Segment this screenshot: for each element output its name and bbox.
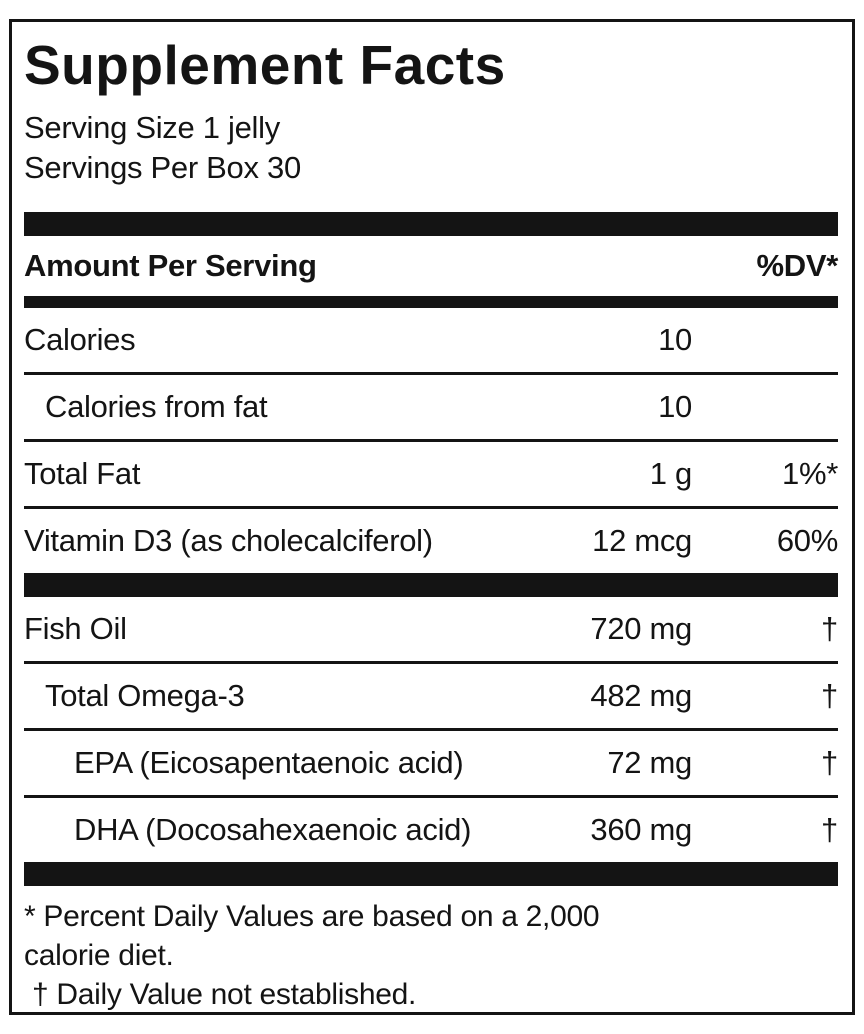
- row-divider: [24, 661, 838, 664]
- footnote-dv-line-2: calorie diet.: [24, 939, 174, 972]
- row-divider: [24, 506, 838, 509]
- nutrient-name: Calories: [24, 322, 136, 357]
- nutrient-name: DHA (Docosahexaenoic acid): [74, 812, 472, 847]
- footnote-dagger: † Daily Value not established.: [32, 978, 417, 1011]
- nutrient-row: Fish Oil 720 mg †: [24, 597, 838, 661]
- nutrient-row: DHA (Docosahexaenoic acid) 360 mg †: [24, 798, 838, 862]
- footnotes: * Percent Daily Values are based on a 2,…: [24, 886, 838, 1012]
- row-divider: [24, 372, 838, 375]
- nutrient-row: Calories 10: [24, 308, 838, 372]
- nutrient-name: Vitamin D3 (as cholecalciferol): [24, 523, 433, 558]
- nutrient-section-main: Calories 10 Calories from fat 10 Total F…: [24, 308, 838, 573]
- separator-bar-medium: [24, 296, 838, 308]
- nutrient-row: Total Fat 1 g 1%*: [24, 442, 838, 506]
- servings-per-box-line: Servings Per Box 30: [24, 150, 301, 185]
- serving-info: Serving Size 1 jelly Servings Per Box 30: [24, 108, 838, 188]
- nutrient-name: Total Omega-3: [45, 678, 245, 713]
- nutrient-section-blend: Fish Oil 720 mg † Total Omega-3 482 mg †…: [24, 597, 838, 862]
- nutrient-name: Total Fat: [24, 456, 141, 491]
- row-divider: [24, 439, 838, 442]
- panel-title: Supplement Facts: [24, 34, 506, 96]
- nutrient-row: EPA (Eicosapentaenoic acid) 72 mg †: [24, 731, 838, 795]
- nutrient-name: Calories from fat: [45, 389, 268, 424]
- nutrient-amount: 482 mg: [590, 678, 692, 713]
- nutrient-name: EPA (Eicosapentaenoic acid): [74, 745, 464, 780]
- nutrient-dv: †: [821, 611, 838, 646]
- nutrient-row: Vitamin D3 (as cholecalciferol) 12 mcg 6…: [24, 509, 838, 573]
- nutrient-amount: 10: [658, 322, 692, 357]
- nutrient-dv: †: [821, 812, 838, 847]
- nutrient-amount: 1 g: [649, 456, 693, 491]
- nutrient-dv: 1%*: [782, 456, 838, 491]
- column-header-row: Amount Per Serving %DV*: [24, 236, 838, 296]
- nutrient-row: Total Omega-3 482 mg †: [24, 664, 838, 728]
- nutrient-name: Fish Oil: [24, 611, 127, 646]
- nutrient-amount: 10: [658, 389, 692, 424]
- nutrient-amount: 360 mg: [590, 812, 692, 847]
- nutrient-amount: 720 mg: [590, 611, 692, 646]
- nutrient-row: Calories from fat 10: [24, 375, 838, 439]
- nutrient-dv: 60%: [776, 523, 838, 558]
- nutrient-amount: 72 mg: [607, 745, 692, 780]
- separator-bar-thick: [24, 212, 838, 236]
- supplement-facts-panel: Supplement Facts Serving Size 1 jelly Se…: [9, 19, 855, 1015]
- nutrient-amount: 12 mcg: [592, 523, 692, 558]
- separator-bar-thick: [24, 862, 838, 886]
- nutrient-dv: †: [821, 678, 838, 713]
- row-divider: [24, 795, 838, 798]
- nutrient-dv: †: [821, 745, 838, 780]
- amount-per-serving-header: Amount Per Serving: [24, 248, 317, 283]
- row-divider: [24, 728, 838, 731]
- serving-size-line: Serving Size 1 jelly: [24, 110, 280, 145]
- footnote-dv-line-1: * Percent Daily Values are based on a 2,…: [24, 900, 600, 933]
- separator-bar-thick: [24, 573, 838, 597]
- percent-dv-header: %DV*: [756, 248, 839, 283]
